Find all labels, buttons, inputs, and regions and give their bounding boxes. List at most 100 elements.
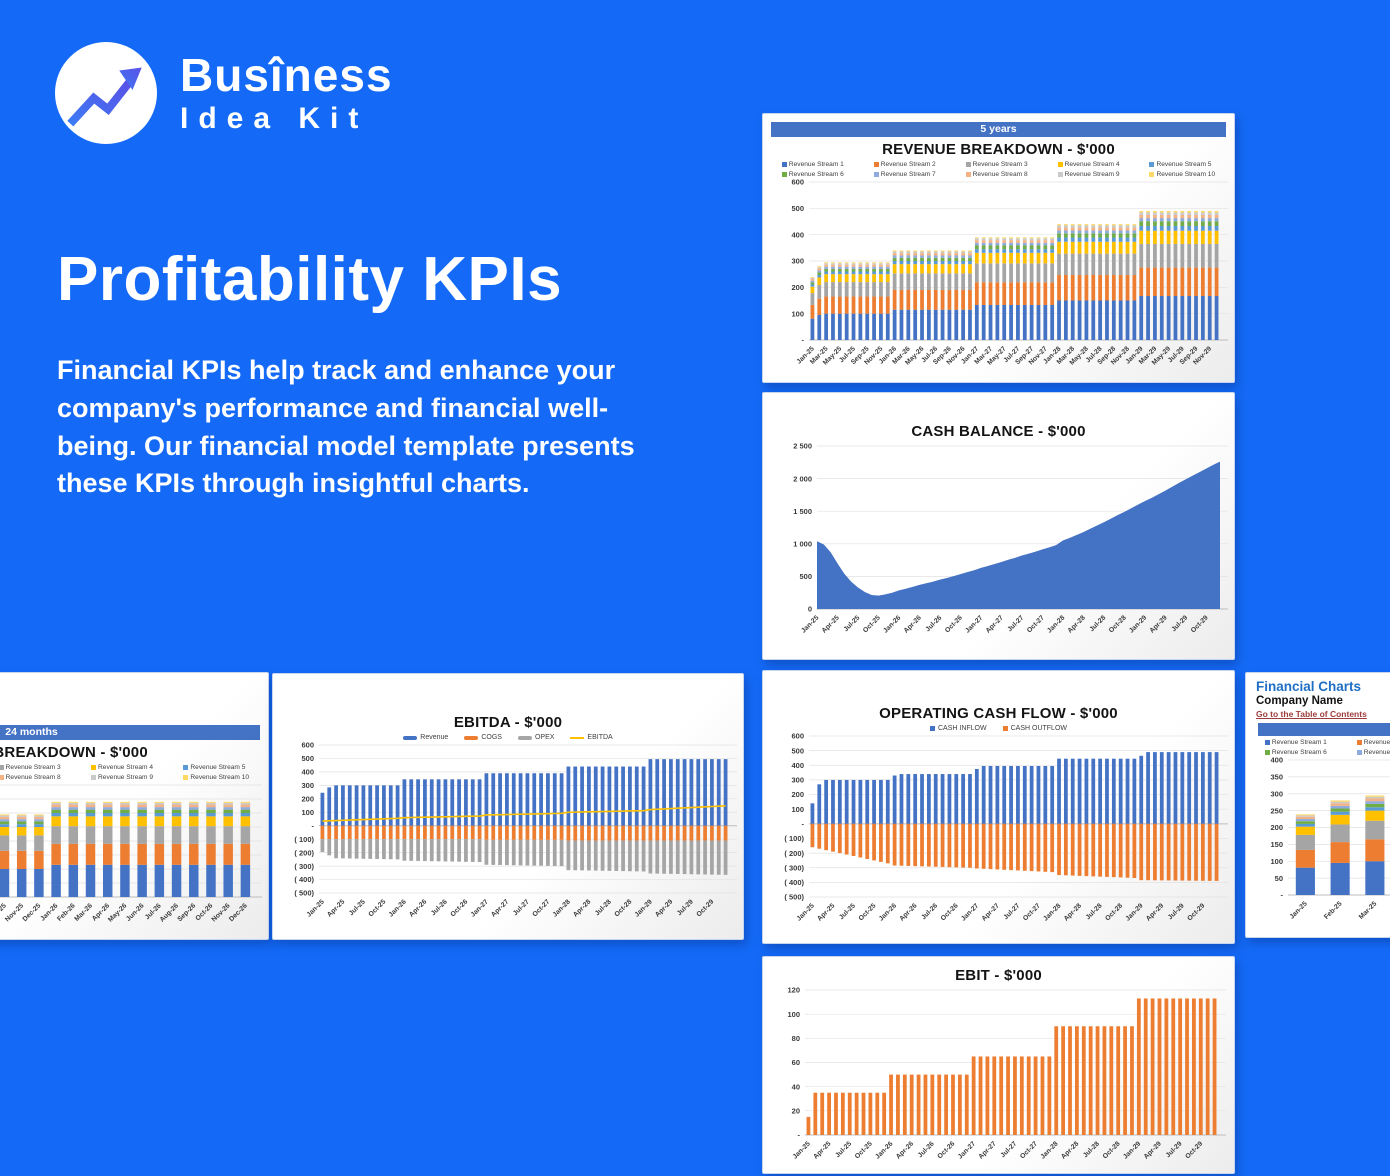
chart-legend: Revenue COGS OPEX EBITDA: [273, 734, 743, 741]
chart-title-revenue-breakdown-24m: REVENUE BREAKDOWN - $'000: [0, 744, 148, 761]
svg-text:-: -: [802, 820, 805, 829]
svg-text:200: 200: [791, 283, 804, 292]
svg-text:40: 40: [792, 1082, 800, 1091]
svg-text:150: 150: [1270, 840, 1283, 849]
svg-text:Jan-29: Jan-29: [634, 898, 654, 918]
revenue-breakdown-5y-chart: -100 200 300 400 500 600 Jan-25 Mar-25 May-25 Jul…: [765, 178, 1232, 380]
svg-text:Oct-29: Oct-29: [1184, 1140, 1204, 1160]
svg-text:Jan-28: Jan-28: [1042, 902, 1062, 922]
svg-text:Jan-27: Jan-27: [960, 902, 980, 922]
svg-text:( 200): ( 200): [294, 848, 314, 857]
period-tab-5-years: 5 years: [771, 122, 1226, 137]
sheet-title: Financial Charts: [1256, 679, 1362, 694]
page-title: Profitability KPIs: [57, 245, 563, 314]
panel-ebitda: EBITDA - $'000 Revenue COGS OPEX EBITDA ( 5…: [272, 673, 744, 940]
legend-swatch-icon: [781, 162, 787, 167]
svg-text:May-26: May-26: [107, 902, 128, 923]
svg-text:Apr-27: Apr-27: [985, 614, 1005, 634]
svg-text:( 400): ( 400): [784, 878, 804, 887]
legend-swatch-icon: [1356, 740, 1362, 745]
svg-text:Apr-25: Apr-25: [326, 898, 346, 918]
svg-text:Nov-26: Nov-26: [211, 902, 232, 923]
svg-text:400: 400: [1270, 756, 1283, 765]
svg-text:Jan-25: Jan-25: [796, 902, 816, 922]
svg-text:Jul-29: Jul-29: [1170, 614, 1189, 633]
legend-swatch-icon: [929, 726, 935, 731]
svg-text:Oct-28: Oct-28: [1102, 1140, 1122, 1160]
table-of-contents-link[interactable]: Go to the Table of Contents: [1256, 709, 1367, 719]
legend-label: Revenue Stream 8: [5, 774, 61, 781]
legend-item: OPEX: [517, 734, 554, 741]
svg-text:Oct-26: Oct-26: [940, 902, 960, 922]
svg-text:Jul-28: Jul-28: [1088, 614, 1107, 633]
legend-swatch-icon: [781, 172, 787, 177]
svg-text:500: 500: [791, 204, 804, 213]
svg-text:300: 300: [791, 776, 804, 785]
svg-text:100: 100: [791, 309, 804, 318]
chart-title-operating-cash-flow: OPERATING CASH FLOW - $'000: [879, 705, 1118, 722]
svg-text:Apr-25: Apr-25: [812, 1140, 832, 1160]
legend-swatch-icon: [570, 736, 585, 739]
legend-item: Revenue Stream 10: [183, 774, 249, 781]
svg-text:Jan-28: Jan-28: [1046, 614, 1066, 634]
svg-text:Jul-27: Jul-27: [1006, 614, 1025, 633]
legend-swatch-icon: [1002, 726, 1008, 731]
svg-text:( 100): ( 100): [784, 834, 804, 843]
legend-swatch-icon: [1149, 162, 1155, 167]
page-background: { "brand": {"line1": "Busîness", "line2"…: [0, 42, 1390, 1174]
svg-text:Jul-28: Jul-28: [594, 898, 613, 917]
legend-swatch-icon: [91, 775, 97, 780]
svg-text:Apr-29: Apr-29: [1149, 614, 1169, 634]
panel-ebit: EBIT - $'000 - 20 40 60 80 100 120 Jan-25 Apr-25…: [762, 956, 1235, 1174]
svg-text:200: 200: [791, 790, 804, 799]
svg-text:Jul-27: Jul-27: [1000, 1140, 1019, 1159]
svg-text:2 500: 2 500: [793, 442, 812, 451]
svg-text:Jan-29: Jan-29: [1124, 902, 1144, 922]
svg-text:Apr-26: Apr-26: [895, 1140, 915, 1160]
legend-item: Revenue Stream 2: [873, 161, 936, 168]
svg-text:20: 20: [792, 1107, 800, 1116]
brand-wordmark: Busîness Idea Kit: [180, 52, 393, 134]
svg-text:Jul-26: Jul-26: [917, 1140, 936, 1159]
svg-text:( 500): ( 500): [294, 889, 314, 898]
svg-text:Jul-28: Jul-28: [1082, 1140, 1101, 1159]
svg-text:Jul-25: Jul-25: [843, 614, 862, 633]
legend-label: Revenue Stream 5: [1156, 161, 1212, 168]
svg-text:Sep-26: Sep-26: [176, 902, 197, 923]
svg-text:Apr-27: Apr-27: [978, 1140, 998, 1160]
svg-text:1 500: 1 500: [793, 507, 812, 516]
legend-swatch-icon: [1356, 750, 1362, 755]
chart-title-cash-balance: CASH BALANCE - $'000: [911, 423, 1086, 440]
svg-text:100: 100: [1270, 857, 1283, 866]
svg-text:Jul-27: Jul-27: [512, 898, 531, 917]
svg-text:( 200): ( 200): [784, 849, 804, 858]
svg-text:Jan-26: Jan-26: [388, 898, 408, 918]
legend-swatch-icon: [1149, 172, 1155, 177]
ebitda-chart: ( 500) ( 400) ( 300) ( 200) ( 100) - 100 200 300…: [275, 741, 741, 937]
svg-text:Jul-29: Jul-29: [676, 898, 695, 917]
svg-text:Jul-27: Jul-27: [1002, 902, 1021, 921]
svg-text:Aug-26: Aug-26: [159, 902, 180, 923]
svg-text:Apr-28: Apr-28: [572, 898, 592, 918]
svg-text:Dec-26: Dec-26: [228, 902, 249, 923]
legend-item: Revenue Stream 8: [0, 774, 61, 781]
svg-text:Jan-26: Jan-26: [874, 1140, 894, 1160]
svg-text:Oct-29: Oct-29: [695, 898, 715, 918]
legend-label: CASH OUTFLOW: [1010, 725, 1067, 732]
legend-swatch-icon: [403, 735, 418, 740]
svg-text:Apr-28: Apr-28: [1060, 1140, 1080, 1160]
legend-item: Revenue Stream 5: [1149, 161, 1215, 168]
svg-text:Oct-25: Oct-25: [862, 614, 882, 634]
svg-text:( 500): ( 500): [784, 893, 804, 902]
legend-label: Revenue Stream 6: [1271, 749, 1327, 756]
chart-legend: CASH INFLOW CASH OUTFLOW: [763, 725, 1234, 732]
svg-text:( 100): ( 100): [294, 835, 314, 844]
cash-balance-chart: 0 500 1 000 1 500 2 000 2 500 Jan-25 Apr-25 Jul-…: [765, 440, 1232, 657]
period-tab: [1258, 723, 1390, 736]
brand-logo-trend-icon: [55, 42, 157, 144]
svg-text:Jul-29: Jul-29: [1167, 902, 1186, 921]
legend-label: Revenue Stream 1: [788, 161, 844, 168]
svg-text:( 300): ( 300): [784, 863, 804, 872]
legend-swatch-icon: [965, 162, 971, 167]
legend-item: Revenue Stream 2: [1356, 739, 1390, 746]
